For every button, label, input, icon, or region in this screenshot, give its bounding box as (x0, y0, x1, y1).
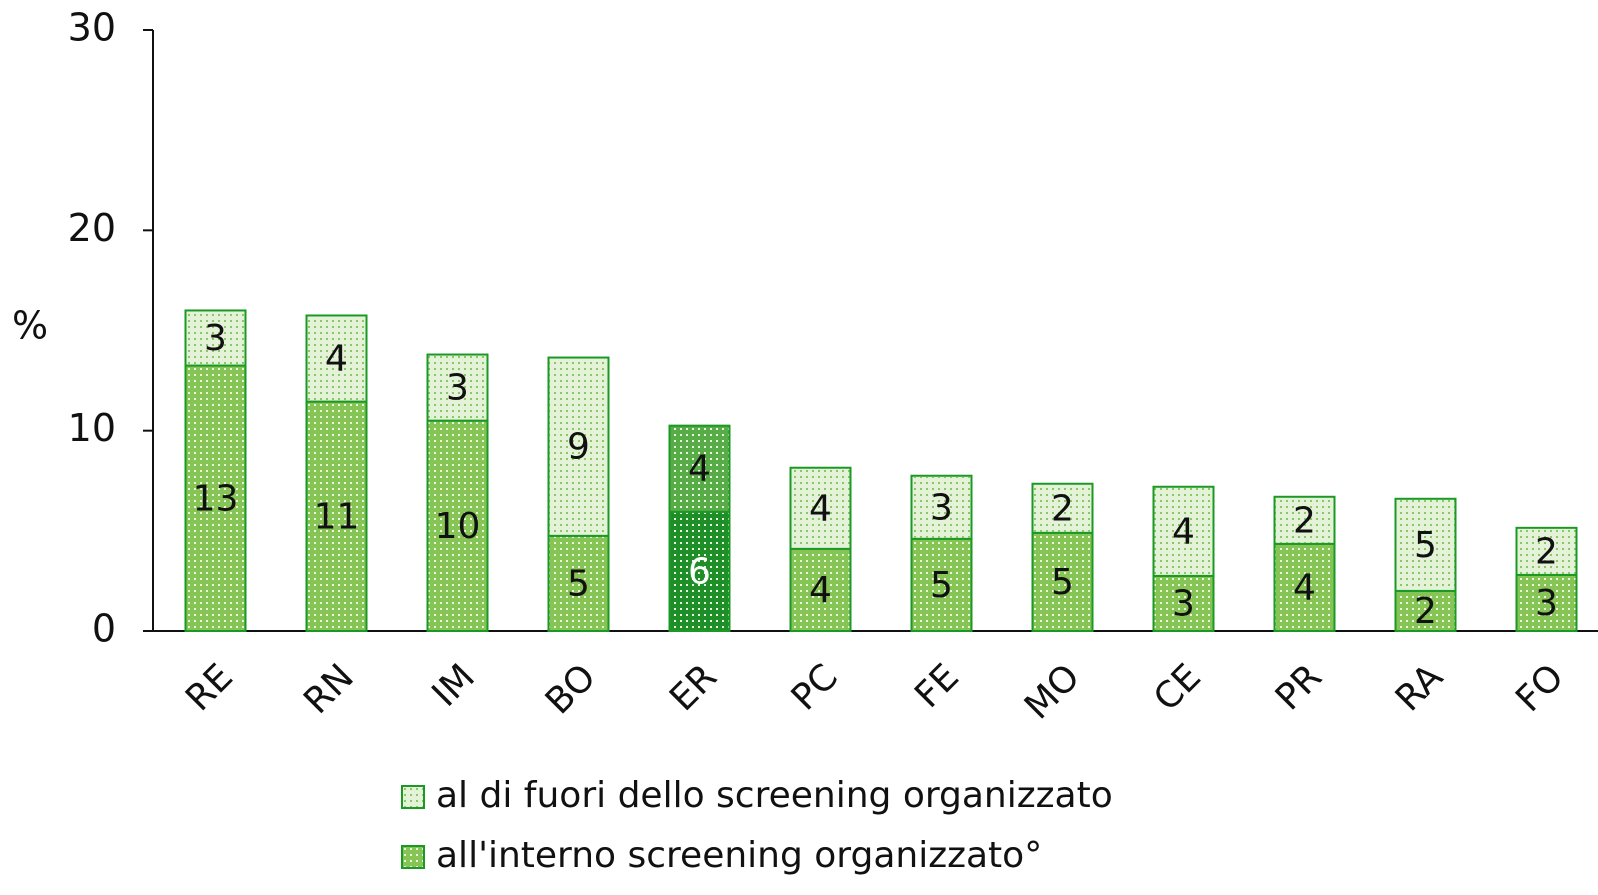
x-tick-label: ER (662, 656, 725, 719)
data-label: 5 (930, 565, 953, 606)
data-label: 4 (1172, 511, 1195, 552)
data-label: 3 (446, 368, 469, 409)
data-label: 6 (688, 551, 711, 592)
data-label: 4 (325, 339, 348, 380)
data-label: 4 (1293, 567, 1316, 608)
data-label: 3 (930, 487, 953, 528)
data-label: 5 (567, 563, 590, 604)
data-label: 2 (1535, 531, 1558, 572)
data-label: 11 (314, 496, 360, 537)
legend-label: al di fuori dello screening organizzato (436, 775, 1113, 816)
x-tick-label: FE (907, 656, 967, 716)
x-tick-label: MO (1017, 656, 1088, 727)
data-label: 3 (1172, 583, 1195, 624)
x-tick-label: FO (1508, 656, 1572, 720)
y-tick-label: 20 (68, 206, 116, 250)
y-tick-label: 10 (68, 406, 116, 450)
y-tick-label: 0 (92, 607, 116, 651)
data-label: 2 (1051, 488, 1074, 529)
x-tick-label: PC (784, 656, 846, 718)
data-label: 2 (1293, 500, 1316, 541)
data-label: 4 (809, 570, 832, 611)
data-label: 3 (1535, 583, 1558, 624)
x-tick-label: RE (178, 656, 241, 719)
legend-swatch-pattern (403, 787, 423, 807)
x-tick-label: PR (1268, 656, 1330, 718)
x-tick-label: IM (424, 656, 482, 714)
data-label: 4 (688, 449, 711, 490)
legend-swatch-pattern (403, 847, 423, 867)
x-tick-label: CE (1146, 656, 1209, 719)
data-label: 3 (204, 318, 227, 359)
data-label: 10 (435, 506, 481, 547)
data-label: 5 (1414, 525, 1437, 566)
legend-label: all'interno screening organizzato° (436, 835, 1042, 876)
data-label: 9 (567, 427, 590, 468)
data-label: 5 (1051, 562, 1074, 603)
data-label: 2 (1414, 591, 1437, 632)
x-tick-label: RN (296, 656, 362, 722)
y-tick-label: 30 (68, 6, 116, 50)
data-label: 13 (193, 478, 239, 519)
x-tick-label: RA (1388, 656, 1451, 719)
x-tick-label: BO (538, 656, 604, 722)
data-label: 4 (809, 488, 832, 529)
y-axis-label: % (12, 304, 48, 348)
